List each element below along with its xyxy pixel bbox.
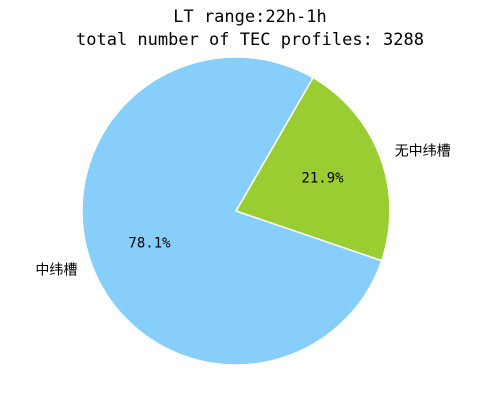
pie-slice-0: [235, 76, 391, 262]
chart-title-line-2: total number of TEC profiles: 3288: [76, 30, 424, 50]
pie-slice-percent-label-0: 21.9%: [301, 171, 344, 187]
pie-labels: 21.9% 无中纬槽 78.1% 中纬槽: [35, 143, 450, 278]
pie-slices: [81, 56, 391, 366]
pie-slice-category-label-0: 无中纬槽: [395, 143, 451, 159]
pie-slice-1: [81, 56, 383, 366]
pie-slice-category-label-1: 中纬槽: [35, 263, 77, 279]
chart-title-line-1: LT range:22h-1h: [173, 7, 327, 27]
pie-slice-percent-label-1: 78.1%: [128, 235, 171, 251]
